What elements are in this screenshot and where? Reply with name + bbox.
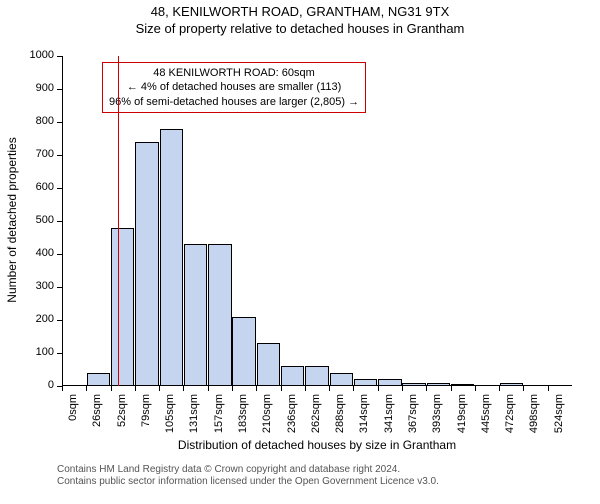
x-tick-label: 262sqm bbox=[310, 394, 322, 439]
x-tick bbox=[62, 386, 63, 391]
footer-line2: Contains public sector information licen… bbox=[57, 476, 439, 488]
y-tick-label: 100 bbox=[14, 346, 54, 358]
y-tick bbox=[57, 89, 62, 90]
y-tick-label: 0 bbox=[14, 379, 54, 391]
y-tick bbox=[57, 56, 62, 57]
x-tick bbox=[451, 386, 452, 391]
x-tick-label: 419sqm bbox=[456, 394, 468, 439]
y-tick-label: 600 bbox=[14, 181, 54, 193]
x-tick-label: 445sqm bbox=[480, 394, 492, 439]
x-tick bbox=[208, 386, 209, 391]
x-tick-label: 0sqm bbox=[67, 394, 79, 439]
x-tick-label: 26sqm bbox=[91, 394, 103, 439]
x-tick-label: 393sqm bbox=[431, 394, 443, 439]
x-tick-label: 498sqm bbox=[528, 394, 540, 439]
y-tick-label: 400 bbox=[14, 247, 54, 259]
histogram-bar bbox=[451, 384, 475, 386]
x-tick bbox=[499, 386, 500, 391]
x-tick-label: 288sqm bbox=[334, 394, 346, 439]
histogram-bar bbox=[427, 383, 451, 386]
y-tick-label: 500 bbox=[14, 214, 54, 226]
histogram-bar bbox=[111, 228, 135, 386]
x-tick-label: 105sqm bbox=[164, 394, 176, 439]
x-tick-label: 341sqm bbox=[383, 394, 395, 439]
histogram-bar bbox=[330, 373, 354, 386]
histogram-bar bbox=[402, 383, 426, 386]
x-tick bbox=[281, 386, 282, 391]
plot-area bbox=[62, 56, 572, 386]
x-tick bbox=[305, 386, 306, 391]
histogram-bar bbox=[281, 366, 305, 386]
histogram-bar bbox=[160, 129, 184, 386]
x-tick bbox=[183, 386, 184, 391]
y-tick-label: 1000 bbox=[14, 49, 54, 61]
x-tick bbox=[426, 386, 427, 391]
histogram-bar bbox=[500, 383, 524, 386]
x-tick-label: 131sqm bbox=[188, 394, 200, 439]
histogram-bar bbox=[232, 317, 256, 386]
histogram-bar bbox=[378, 379, 402, 386]
footer-line1: Contains HM Land Registry data © Crown c… bbox=[57, 464, 439, 476]
x-tick-label: 314sqm bbox=[358, 394, 370, 439]
x-tick bbox=[135, 386, 136, 391]
histogram-bar bbox=[354, 379, 378, 386]
x-tick bbox=[86, 386, 87, 391]
x-tick bbox=[475, 386, 476, 391]
chart-container: 48, KENILWORTH ROAD, GRANTHAM, NG31 9TX … bbox=[0, 4, 600, 504]
page-title: 48, KENILWORTH ROAD, GRANTHAM, NG31 9TX bbox=[0, 4, 600, 19]
y-tick-label: 300 bbox=[14, 280, 54, 292]
y-tick bbox=[57, 188, 62, 189]
y-tick bbox=[57, 353, 62, 354]
footer: Contains HM Land Registry data © Crown c… bbox=[57, 464, 439, 488]
x-tick-label: 210sqm bbox=[261, 394, 273, 439]
page-subtitle: Size of property relative to detached ho… bbox=[0, 21, 600, 36]
y-tick bbox=[57, 221, 62, 222]
histogram-bar bbox=[87, 373, 111, 386]
histogram-bar bbox=[135, 142, 159, 386]
x-tick bbox=[402, 386, 403, 391]
y-tick bbox=[57, 320, 62, 321]
x-tick bbox=[159, 386, 160, 391]
y-tick-label: 900 bbox=[14, 82, 54, 94]
x-tick-label: 183sqm bbox=[237, 394, 249, 439]
marker-line bbox=[118, 56, 119, 386]
x-axis-label: Distribution of detached houses by size … bbox=[62, 438, 572, 452]
x-tick-label: 157sqm bbox=[213, 394, 225, 439]
x-tick bbox=[329, 386, 330, 391]
y-tick bbox=[57, 287, 62, 288]
x-tick bbox=[256, 386, 257, 391]
x-tick-label: 79sqm bbox=[140, 394, 152, 439]
y-tick bbox=[57, 155, 62, 156]
x-tick-label: 236sqm bbox=[286, 394, 298, 439]
y-axis-line bbox=[62, 56, 63, 386]
y-tick-label: 200 bbox=[14, 313, 54, 325]
y-tick bbox=[57, 254, 62, 255]
x-tick bbox=[523, 386, 524, 391]
x-tick bbox=[111, 386, 112, 391]
x-tick bbox=[378, 386, 379, 391]
y-tick bbox=[57, 122, 62, 123]
x-tick-label: 472sqm bbox=[504, 394, 516, 439]
y-tick-label: 800 bbox=[14, 115, 54, 127]
x-tick bbox=[232, 386, 233, 391]
y-tick-label: 700 bbox=[14, 148, 54, 160]
histogram-bar bbox=[305, 366, 329, 386]
x-tick-label: 367sqm bbox=[407, 394, 419, 439]
histogram-bar bbox=[208, 244, 232, 386]
x-tick-label: 52sqm bbox=[116, 394, 128, 439]
histogram-bar bbox=[257, 343, 281, 386]
x-tick-label: 524sqm bbox=[553, 394, 565, 439]
histogram-bar bbox=[184, 244, 208, 386]
x-tick bbox=[548, 386, 549, 391]
x-tick bbox=[353, 386, 354, 391]
